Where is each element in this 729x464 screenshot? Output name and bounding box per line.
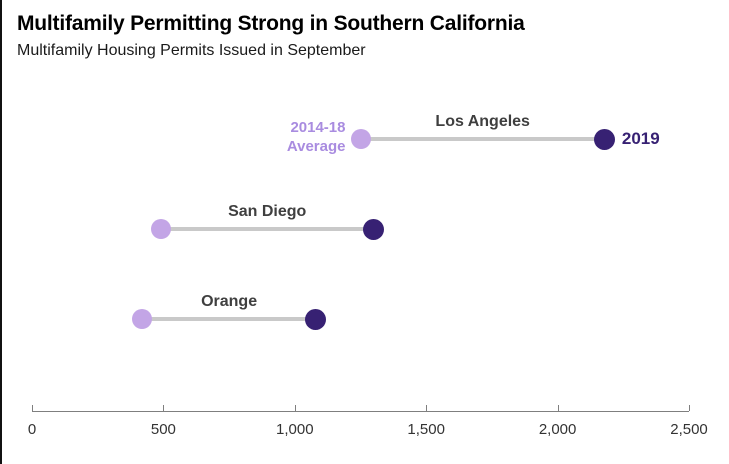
chart-title: Multifamily Permitting Strong in Souther…	[17, 12, 525, 35]
x-tick-label-2500: 2,500	[670, 421, 708, 438]
x-tick-1000	[294, 405, 296, 411]
x-tick-label-1500: 1,500	[407, 421, 445, 438]
x-tick-label-2000: 2,000	[538, 421, 577, 438]
connector-los-angeles	[360, 137, 605, 141]
x-tick-label-0: 0	[27, 421, 37, 438]
category-label-san-diego: San Diego	[228, 203, 307, 220]
connector-orange	[142, 317, 316, 321]
average-dot-los-angeles	[350, 129, 371, 149]
x-tick-1500	[426, 405, 428, 411]
series-label-2019: 2019	[621, 129, 660, 148]
category-label-orange: Orange	[201, 293, 258, 310]
average-dot-san-diego	[150, 219, 171, 239]
x-tick-2500	[689, 405, 690, 411]
year-2019-dot-orange	[305, 308, 327, 330]
x-tick-0	[32, 405, 33, 411]
series-label-average: 2014-18 Average	[286, 119, 346, 155]
x-tick-label-500: 500	[150, 421, 176, 438]
category-label-los-angeles: Los Angeles	[435, 113, 530, 130]
x-axis-line	[32, 411, 689, 412]
connector-san-diego	[160, 227, 374, 231]
year-2019-dot-los-angeles	[594, 128, 616, 150]
year-2019-dot-san-diego	[363, 218, 385, 240]
x-tick-label-1000: 1,000	[276, 421, 314, 438]
average-dot-orange	[132, 309, 153, 329]
x-tick-500	[163, 405, 165, 411]
x-tick-2000	[557, 405, 559, 411]
chart-subtitle: Multifamily Housing Permits Issued in Se…	[17, 42, 366, 59]
